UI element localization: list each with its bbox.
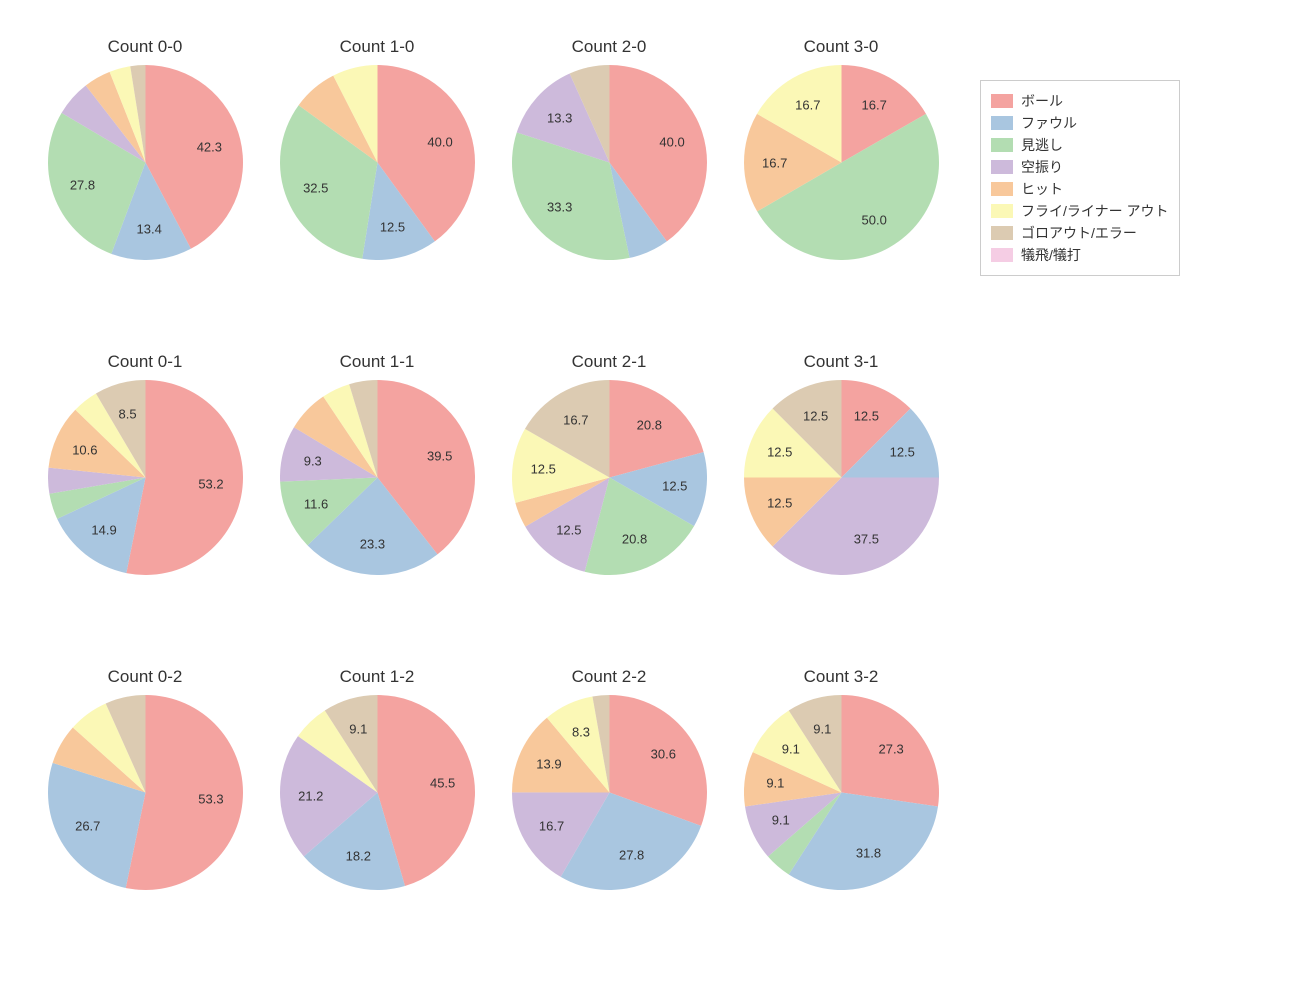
pie: 42.313.427.8 — [48, 65, 243, 260]
pie-svg — [512, 65, 707, 260]
legend-item-foul: ファウル — [991, 113, 1169, 133]
pie: 27.331.89.19.19.19.1 — [744, 695, 939, 890]
pie-chart-c10: Count 1-040.012.532.5 — [267, 65, 487, 365]
pie-chart-c32: Count 3-227.331.89.19.19.19.1 — [731, 695, 951, 995]
chart-title: Count 2-0 — [499, 37, 719, 57]
legend-item-swing: 空振り — [991, 157, 1169, 177]
legend-swatch-called — [991, 138, 1013, 152]
pie-chart-c01: Count 0-153.214.910.68.5 — [35, 380, 255, 680]
legend-swatch-foul — [991, 116, 1013, 130]
pie: 53.326.7 — [48, 695, 243, 890]
chart-title: Count 2-1 — [499, 352, 719, 372]
chart-grid: Count 0-042.313.427.8Count 1-040.012.532… — [0, 0, 1300, 1000]
legend-label-ground: ゴロアウト/エラー — [1021, 223, 1137, 243]
pie-chart-c11: Count 1-139.523.311.69.3 — [267, 380, 487, 680]
chart-title: Count 3-2 — [731, 667, 951, 687]
legend-swatch-swing — [991, 160, 1013, 174]
legend-label-flyline: フライ/ライナー アウト — [1021, 201, 1169, 221]
pie: 40.012.532.5 — [280, 65, 475, 260]
chart-title: Count 0-0 — [35, 37, 255, 57]
chart-title: Count 3-0 — [731, 37, 951, 57]
pie-chart-c02: Count 0-253.326.7 — [35, 695, 255, 995]
pie-svg — [280, 65, 475, 260]
legend-swatch-ground — [991, 226, 1013, 240]
legend-swatch-sac — [991, 248, 1013, 262]
chart-title: Count 0-2 — [35, 667, 255, 687]
legend-swatch-ball — [991, 94, 1013, 108]
pie-chart-c00: Count 0-042.313.427.8 — [35, 65, 255, 365]
pie-chart-c12: Count 1-245.518.221.29.1 — [267, 695, 487, 995]
pie-svg — [280, 380, 475, 575]
pie-svg — [512, 380, 707, 575]
pie: 53.214.910.68.5 — [48, 380, 243, 575]
pie: 45.518.221.29.1 — [280, 695, 475, 890]
legend-label-called: 見逃し — [1021, 135, 1063, 155]
pie-svg — [744, 65, 939, 260]
legend-item-called: 見逃し — [991, 135, 1169, 155]
pie-slice-ball — [841, 695, 939, 807]
pie-svg — [744, 380, 939, 575]
legend-item-hit: ヒット — [991, 179, 1169, 199]
chart-title: Count 1-1 — [267, 352, 487, 372]
pie: 12.512.537.512.512.512.5 — [744, 380, 939, 575]
pie-chart-c30: Count 3-016.750.016.716.7 — [731, 65, 951, 365]
legend-label-foul: ファウル — [1021, 113, 1077, 133]
legend-swatch-flyline — [991, 204, 1013, 218]
legend-item-ball: ボール — [991, 91, 1169, 111]
pie-svg — [512, 695, 707, 890]
pie-svg — [48, 65, 243, 260]
chart-title: Count 1-0 — [267, 37, 487, 57]
chart-title: Count 1-2 — [267, 667, 487, 687]
legend: ボールファウル見逃し空振りヒットフライ/ライナー アウトゴロアウト/エラー犠飛/… — [980, 80, 1180, 276]
pie-chart-c31: Count 3-112.512.537.512.512.512.5 — [731, 380, 951, 680]
pie-chart-c21: Count 2-120.812.520.812.512.516.7 — [499, 380, 719, 680]
pie: 20.812.520.812.512.516.7 — [512, 380, 707, 575]
pie-svg — [48, 380, 243, 575]
pie: 16.750.016.716.7 — [744, 65, 939, 260]
pie: 40.033.313.3 — [512, 65, 707, 260]
legend-label-sac: 犠飛/犠打 — [1021, 245, 1081, 265]
legend-item-flyline: フライ/ライナー アウト — [991, 201, 1169, 221]
legend-swatch-hit — [991, 182, 1013, 196]
chart-title: Count 2-2 — [499, 667, 719, 687]
legend-label-ball: ボール — [1021, 91, 1063, 111]
pie-svg — [280, 695, 475, 890]
pie: 39.523.311.69.3 — [280, 380, 475, 575]
pie-svg — [744, 695, 939, 890]
pie-chart-c20: Count 2-040.033.313.3 — [499, 65, 719, 365]
legend-item-ground: ゴロアウト/エラー — [991, 223, 1169, 243]
pie-chart-c22: Count 2-230.627.816.713.98.3 — [499, 695, 719, 995]
pie-svg — [48, 695, 243, 890]
legend-label-swing: 空振り — [1021, 157, 1063, 177]
chart-title: Count 0-1 — [35, 352, 255, 372]
legend-item-sac: 犠飛/犠打 — [991, 245, 1169, 265]
legend-label-hit: ヒット — [1021, 179, 1063, 199]
chart-title: Count 3-1 — [731, 352, 951, 372]
pie: 30.627.816.713.98.3 — [512, 695, 707, 890]
